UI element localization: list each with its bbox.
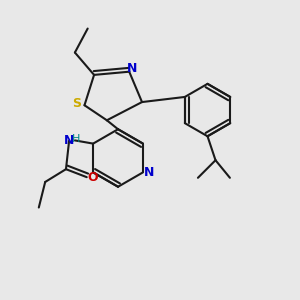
Text: N: N bbox=[64, 134, 74, 147]
Text: O: O bbox=[87, 171, 98, 184]
Text: H: H bbox=[72, 134, 80, 144]
Text: N: N bbox=[143, 166, 154, 179]
Text: S: S bbox=[72, 97, 81, 110]
Text: N: N bbox=[127, 62, 137, 75]
